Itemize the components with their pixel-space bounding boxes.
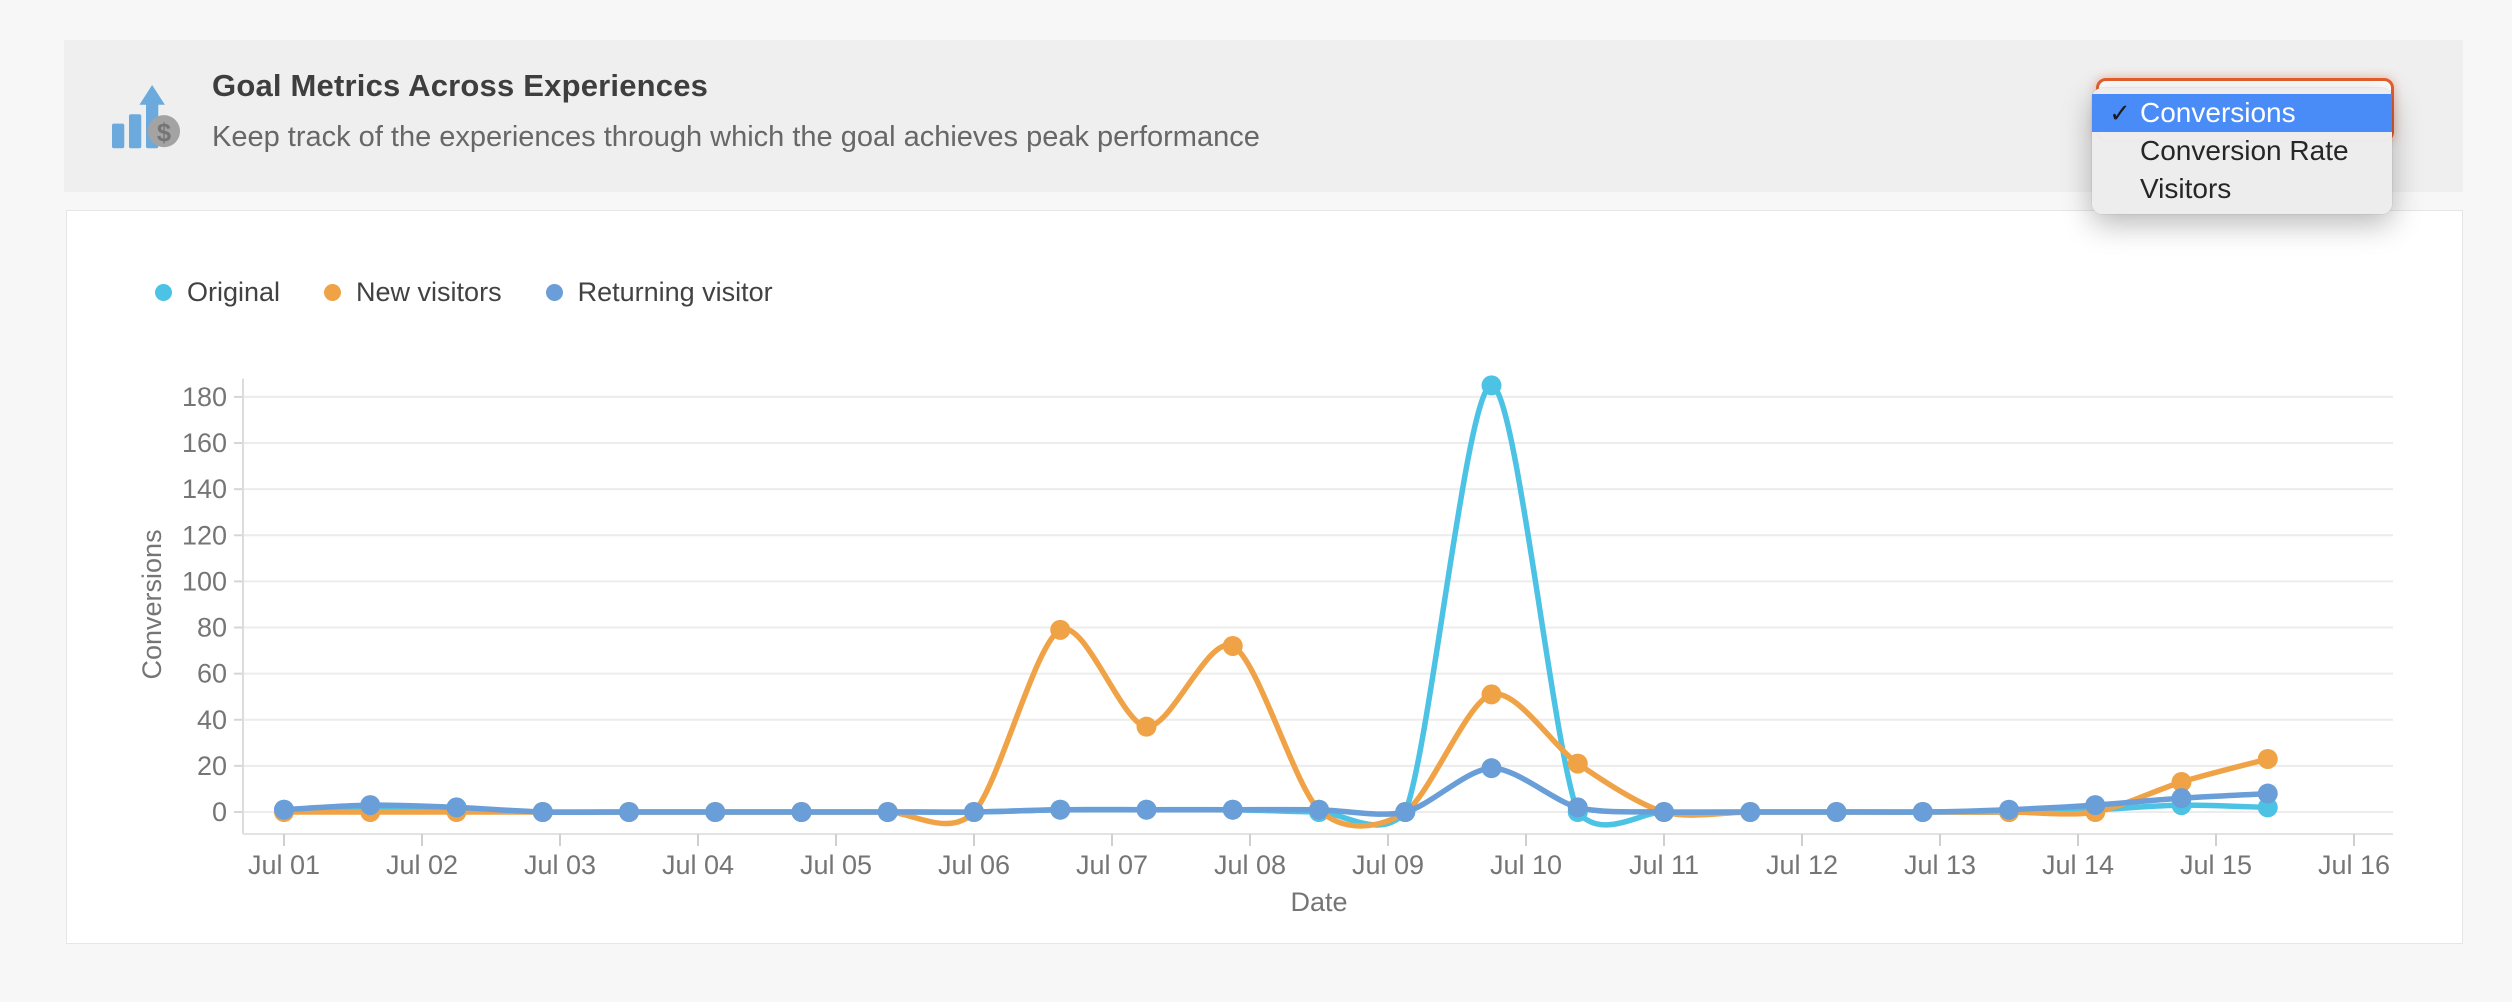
legend-dot-icon <box>155 284 172 301</box>
svg-text:100: 100 <box>182 566 227 596</box>
legend-dot-icon <box>545 284 563 301</box>
svg-text:160: 160 <box>182 428 227 458</box>
svg-text:Jul 09: Jul 09 <box>1352 850 1424 880</box>
svg-text:120: 120 <box>182 520 227 550</box>
menu-option-label: Conversions <box>2140 97 2296 128</box>
header: $ Goal Metrics Across Experiences Keep t… <box>64 40 2463 192</box>
svg-text:140: 140 <box>182 474 227 504</box>
chart-legend: Original New visitors Returning visitor <box>155 277 773 308</box>
svg-text:Jul 01: Jul 01 <box>248 850 320 880</box>
svg-text:Conversions: Conversions <box>137 529 167 679</box>
svg-text:Date: Date <box>1290 887 1347 917</box>
svg-text:Jul 16: Jul 16 <box>2318 850 2390 880</box>
legend-item-returning-visitor[interactable]: Returning visitor <box>545 277 773 308</box>
menu-option-label: Visitors <box>2140 173 2232 204</box>
svg-text:Jul 03: Jul 03 <box>524 850 596 880</box>
svg-text:20: 20 <box>197 751 227 781</box>
svg-text:Jul 13: Jul 13 <box>1904 850 1976 880</box>
menu-option-label: Conversion Rate <box>2140 135 2349 166</box>
bar-chart-with-dollar-icon: $ <box>110 84 182 152</box>
svg-text:60: 60 <box>197 659 227 689</box>
header-text: Goal Metrics Across Experiences Keep tra… <box>212 68 1260 154</box>
svg-text:Jul 15: Jul 15 <box>2180 850 2252 880</box>
page-title: Goal Metrics Across Experiences <box>212 68 709 103</box>
svg-text:40: 40 <box>197 705 227 735</box>
checkmark-icon: ✓ <box>2109 98 2131 128</box>
svg-text:$: $ <box>157 120 171 148</box>
svg-text:Jul 05: Jul 05 <box>800 850 872 880</box>
svg-text:Jul 02: Jul 02 <box>386 850 458 880</box>
legend-item-new-visitors[interactable]: New visitors <box>324 277 502 308</box>
svg-text:80: 80 <box>197 613 227 643</box>
menu-option-conversions[interactable]: ✓ Conversions <box>2092 94 2392 132</box>
conversions-chart[interactable]: 0 20 40 60 80 100 120 140 160 180 Jul 01 Jul 02 Jul … <box>131 341 2461 921</box>
menu-option-visitors[interactable]: Visitors <box>2092 170 2392 208</box>
metric-select-menu: ✓ Conversions Conversion Rate Visitors <box>2092 88 2392 214</box>
svg-text:Jul 07: Jul 07 <box>1076 850 1148 880</box>
menu-option-conversion-rate[interactable]: Conversion Rate <box>2092 132 2392 170</box>
legend-dot-icon <box>324 284 342 301</box>
legend-label: Original <box>187 277 281 307</box>
page-subtitle: Keep track of the experiences through wh… <box>212 121 1260 153</box>
legend-item-original[interactable]: Original <box>155 277 280 308</box>
svg-text:Jul 11: Jul 11 <box>1629 850 1699 880</box>
legend-label: Returning visitor <box>577 277 773 307</box>
svg-text:Jul 14: Jul 14 <box>2042 850 2114 880</box>
legend-label: New visitors <box>356 277 502 307</box>
svg-text:Jul 10: Jul 10 <box>1490 850 1562 880</box>
svg-text:Jul 12: Jul 12 <box>1766 850 1838 880</box>
svg-text:Jul 06: Jul 06 <box>938 850 1010 880</box>
svg-text:0: 0 <box>212 797 227 827</box>
svg-text:Jul 08: Jul 08 <box>1214 850 1286 880</box>
chart-card: Original New visitors Returning visitor 0 2… <box>66 210 2463 944</box>
svg-text:180: 180 <box>182 382 227 412</box>
svg-text:Jul 04: Jul 04 <box>662 850 734 880</box>
